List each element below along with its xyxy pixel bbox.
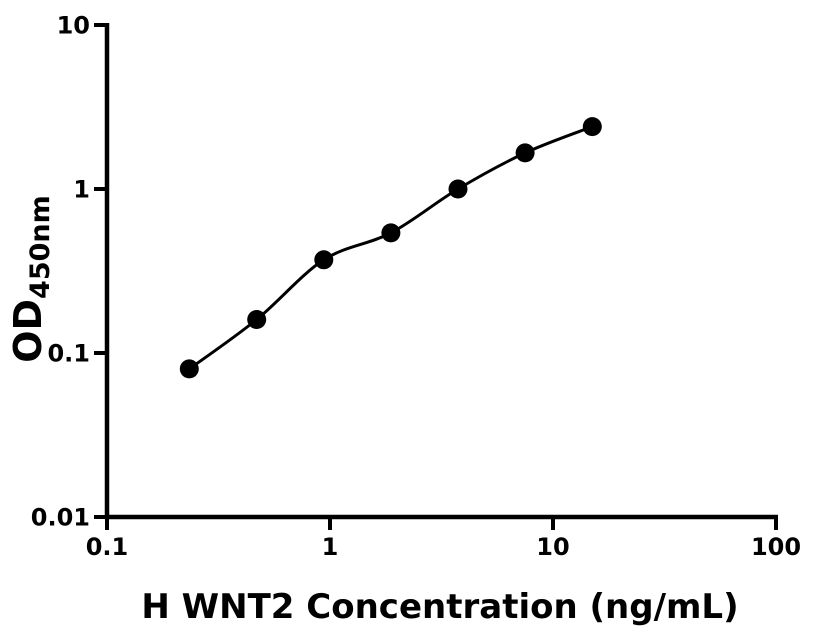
y-axis-title: OD450nm (6, 195, 56, 363)
x-axis-title: H WNT2 Concentration (ng/mL) (141, 587, 738, 627)
y-tick-label: 10 (57, 12, 90, 40)
x-tick-label: 0.1 (86, 533, 129, 561)
data-point (381, 223, 401, 243)
data-point (582, 117, 602, 137)
axis-frame (104, 23, 778, 520)
x-tick-label: 1 (322, 533, 339, 561)
fit-curve (187, 125, 594, 371)
x-tick-label: 10 (536, 533, 569, 561)
y-tick-label: 0.01 (31, 504, 90, 532)
data-point (448, 179, 468, 199)
data-point (247, 310, 267, 329)
axis-ticks (94, 23, 778, 530)
data-point (515, 143, 535, 163)
x-tick-label: 100 (751, 533, 801, 561)
y-axis-title-main: OD (6, 299, 50, 363)
y-tick-label: 1 (73, 176, 90, 204)
data-point (179, 359, 199, 379)
y-axis-title-subscript: 450nm (25, 195, 56, 299)
data-point (314, 250, 334, 270)
data-series (179, 117, 602, 379)
y-tick-label: 0.1 (47, 340, 90, 368)
